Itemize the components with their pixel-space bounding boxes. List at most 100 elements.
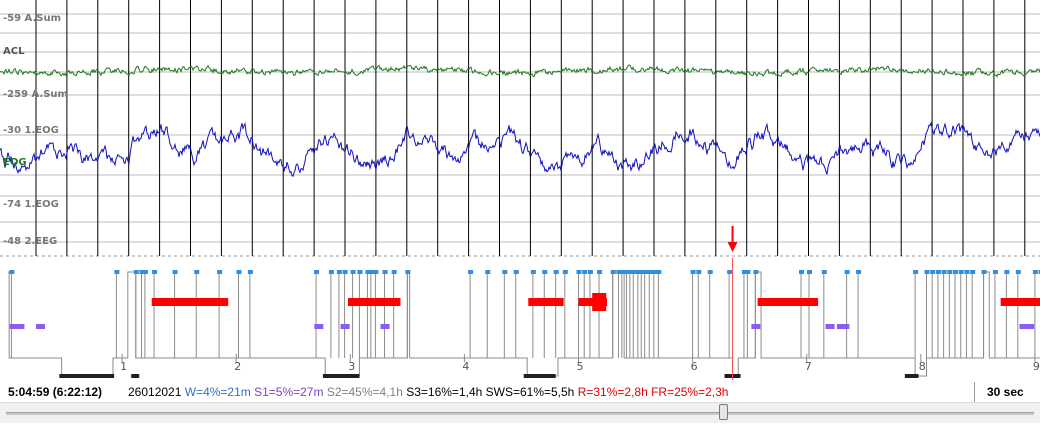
wake-marker <box>639 270 645 274</box>
wake-marker <box>930 270 936 274</box>
stage-statistic: W=4%=21m <box>184 385 251 399</box>
wake-marker <box>642 270 648 274</box>
wake-marker <box>582 270 588 274</box>
stage1-marker <box>825 324 835 329</box>
wake-marker <box>856 270 862 274</box>
wake-marker <box>651 270 657 274</box>
wake-marker <box>753 270 759 274</box>
wake-marker <box>656 270 662 274</box>
hour-label: 8 <box>919 360 926 373</box>
wake-marker <box>696 270 702 274</box>
rem-bar <box>757 298 819 306</box>
wake-marker <box>981 270 987 274</box>
wake-marker <box>405 270 411 274</box>
stage1-marker <box>340 324 350 329</box>
signal-panel[interactable] <box>0 0 1040 258</box>
wake-marker <box>627 270 633 274</box>
stage-statistic: S1=5%=27m <box>250 385 324 399</box>
stage1-marker <box>9 324 19 329</box>
acl-trace <box>0 64 1040 78</box>
wake-marker <box>913 270 919 274</box>
stage-statistic: SWS=61%=5,5h <box>482 385 575 399</box>
wake-marker <box>342 270 348 274</box>
wake-marker <box>958 270 964 274</box>
wake-marker <box>624 270 630 274</box>
wake-marker <box>114 270 120 274</box>
hour-label: 1 <box>120 360 127 373</box>
channel-scale-bottom-eog: -74 1.EOG <box>3 199 59 210</box>
stage1-marker <box>380 324 390 329</box>
wake-marker <box>142 270 148 274</box>
hour-label: 5 <box>577 360 584 373</box>
stage3-bar <box>322 374 360 378</box>
wake-marker <box>647 270 653 274</box>
wake-marker <box>806 270 812 274</box>
epoch-length[interactable]: 30 sec <box>974 382 1024 402</box>
sleep-statistics: 26012021 W=4%=21m S1=5%=27m S2=45%=4,1h … <box>128 382 728 402</box>
wake-marker <box>236 270 242 274</box>
wake-marker <box>616 270 622 274</box>
wake-marker <box>194 270 200 274</box>
stage-statistic: S3=16%=1,4h <box>402 385 483 399</box>
rem-block <box>592 293 607 311</box>
stage-baseline <box>8 271 1040 377</box>
stage3-bar <box>523 374 556 378</box>
wake-marker <box>365 270 371 274</box>
wake-marker <box>1004 270 1010 274</box>
wake-marker <box>357 270 363 274</box>
channel-scale-top-eog: -30 1.EOG <box>3 125 59 136</box>
recording-date: 26012021 <box>128 385 182 399</box>
wake-marker <box>941 270 947 274</box>
wake-marker <box>152 270 158 274</box>
rem-bar <box>1000 298 1040 306</box>
scroll-thumb[interactable] <box>719 404 729 420</box>
wake-marker <box>502 270 508 274</box>
stage1-marker <box>314 324 324 329</box>
wake-marker <box>530 270 536 274</box>
hour-label: 3 <box>348 360 355 373</box>
wake-marker <box>172 270 178 274</box>
timeline-scrollbar[interactable] <box>0 402 1040 423</box>
channel-scale-top-acl: -59 A.Sum <box>3 13 62 24</box>
hour-label: 9 <box>1033 360 1040 373</box>
wake-marker <box>542 270 548 274</box>
stage1-marker <box>1019 324 1029 329</box>
wake-marker <box>619 270 625 274</box>
wake-marker <box>745 270 751 274</box>
channel-scale-bottom-acl: -259 A.Sum <box>3 89 68 100</box>
channel-name-eog: EOG <box>3 157 27 168</box>
stage1-marker <box>35 324 45 329</box>
stage3-bar <box>131 374 140 378</box>
wake-marker <box>690 270 696 274</box>
stage-statistic: S2=45%=4,1h <box>323 385 403 399</box>
wake-marker <box>992 270 998 274</box>
wake-marker <box>485 270 491 274</box>
wake-marker <box>553 270 559 274</box>
wake-marker <box>953 270 959 274</box>
wake-marker <box>328 270 334 274</box>
stage3-bar <box>904 374 919 378</box>
wake-marker <box>727 270 733 274</box>
eog-trace <box>0 121 1040 177</box>
channel-name-acl: ACL <box>3 46 25 57</box>
wake-marker <box>562 270 568 274</box>
wake-marker <box>1015 270 1021 274</box>
hour-label: 4 <box>462 360 469 373</box>
wake-marker <box>217 270 223 274</box>
wake-marker <box>821 270 827 274</box>
wake-marker <box>1032 270 1038 274</box>
hypnogram[interactable]: 1 2 3 4 5 6 7 8 9 <box>0 258 1040 380</box>
wake-marker <box>844 270 850 274</box>
status-bar: 5:04:59 (6:22:12) 26012021 W=4%=21m S1=5… <box>0 382 1040 402</box>
wake-marker <box>247 270 253 274</box>
wake-marker <box>350 270 356 274</box>
wake-marker <box>382 270 388 274</box>
stage3-bar <box>59 374 115 378</box>
cursor-arrow-head <box>727 242 738 252</box>
wake-marker <box>798 270 804 274</box>
wake-marker <box>635 270 641 274</box>
scroll-track[interactable] <box>6 412 1034 415</box>
wake-marker <box>707 270 713 274</box>
wake-marker <box>924 270 930 274</box>
hour-label: 2 <box>234 360 241 373</box>
